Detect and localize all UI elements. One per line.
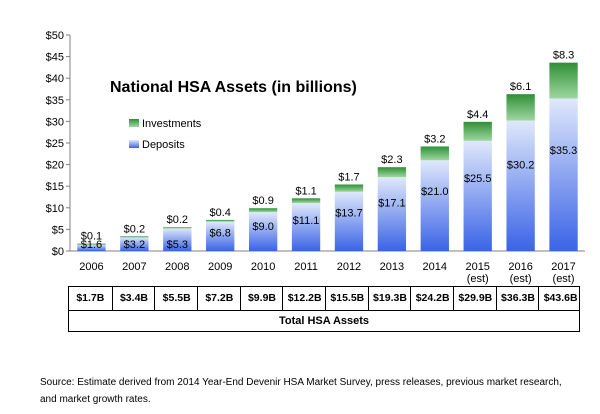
x-tick-label: 2017 (551, 261, 575, 273)
y-tick-label: $0 (52, 246, 64, 258)
data-label-deposits: $25.5 (464, 173, 492, 185)
y-tick-label: $15 (46, 181, 64, 193)
data-label-deposits: $13.7 (335, 207, 363, 219)
bar-deposits (463, 140, 492, 251)
bar-investments (463, 121, 492, 141)
legend-label-investments: Investments (142, 118, 202, 130)
data-label-investments: $4.4 (467, 109, 488, 121)
bar-investments (120, 236, 149, 238)
y-tick-label: $35 (46, 95, 64, 107)
bar-deposits (377, 177, 407, 251)
bar-investments (506, 94, 535, 121)
data-label-investments: $0.2 (124, 223, 145, 235)
source-note: Source: Estimate derived from 2014 Year-… (40, 377, 562, 405)
totals-label: Total HSA Assets (278, 315, 370, 327)
data-label-investments: $8.3 (553, 50, 574, 62)
x-tick-label: 2009 (208, 261, 232, 273)
totals-row: $1.7B $3.4B $5.5B $7.2B $9.9B $12.2B $15.5B $19… (69, 287, 579, 311)
totals-cell: $1.7B (76, 292, 105, 304)
y-tick-label: $45 (46, 52, 64, 64)
totals-cell: $24.2B (410, 287, 454, 310)
y-tick-label: $25 (46, 138, 64, 150)
data-label-investments: $2.3 (381, 154, 402, 166)
data-label-investments: $0.4 (209, 207, 230, 219)
bar-deposits (549, 98, 578, 251)
y-tick-label: $5 (52, 224, 64, 236)
totals-cell: $5.5B (154, 287, 198, 310)
totals-cell: $36.3B (495, 287, 540, 310)
data-label-investments: $1.1 (295, 185, 316, 197)
totals-cell: $19.3B (367, 287, 412, 310)
x-tick-label: 2010 (251, 261, 275, 273)
bar-deposits (163, 228, 192, 251)
data-label-deposits: $5.3 (167, 239, 188, 251)
totals-cell: $7.2B (197, 287, 241, 310)
bar-deposits (334, 191, 364, 251)
x-tick-label: 2011 (294, 261, 318, 273)
totals-cell: $29.9B (453, 287, 497, 310)
y-tick-label: $10 (46, 203, 64, 215)
bar-deposits (506, 120, 535, 251)
bar-deposits (120, 237, 149, 251)
y-tick-label: $40 (46, 73, 64, 85)
bar-investments (334, 184, 364, 192)
legend-swatch-investments (129, 119, 139, 127)
data-label-investments: $1.7 (338, 171, 359, 183)
bar-deposits (77, 244, 106, 251)
bar-deposits (291, 203, 321, 251)
totals-cell: $12.2B (282, 287, 326, 310)
data-label-deposits: $6.8 (209, 227, 230, 239)
bar-deposits (206, 221, 235, 251)
data-label-deposits: $30.2 (507, 160, 535, 172)
y-tick-label: $20 (46, 160, 64, 172)
x-tick-label: 2014 (423, 261, 447, 273)
data-label-investments: $3.2 (424, 133, 445, 145)
data-label-deposits: $9.0 (252, 221, 273, 233)
chart-title: National HSA Assets (in billions) (110, 79, 357, 96)
bar-deposits (420, 160, 449, 251)
chart: $0 $5 $10 $15 $20 $25 $30 $35 $40 $45 $50 2006 2007 2… (46, 30, 585, 285)
bar-deposits (248, 212, 278, 251)
legend-swatch-deposits (129, 140, 139, 148)
y-tick-label: $50 (46, 30, 64, 42)
x-tick-label: 2008 (165, 261, 189, 273)
y-tick-label: $30 (46, 116, 64, 128)
bar-investments (291, 198, 321, 204)
bar-investments (248, 208, 278, 213)
totals-cell: $15.5B (325, 287, 369, 310)
bar-investments (549, 62, 578, 99)
data-label-deposits: $21.0 (421, 186, 449, 198)
data-label-deposits: $17.1 (378, 198, 406, 210)
totals-table: $1.7B $3.4B $5.5B $7.2B $9.9B $12.2B $15.5B $19… (68, 286, 580, 332)
x-tick-label: 2013 (380, 261, 404, 273)
totals-cell: $9.9B (239, 287, 284, 310)
data-label-investments: $0.9 (252, 195, 273, 207)
bar-investments (377, 167, 407, 178)
totals-cell: $43.6B (538, 287, 582, 310)
x-tick-label: (est) (467, 273, 489, 285)
bar-investments (77, 243, 106, 245)
bar-investments (163, 227, 192, 229)
x-tick-label: (est) (553, 273, 575, 285)
x-tick-label: 2016 (508, 261, 532, 273)
legend-label-deposits: Deposits (142, 139, 185, 151)
x-tick-label: (est) (510, 273, 532, 285)
x-tick-label: 2006 (79, 261, 103, 273)
x-tick-label: 2007 (122, 261, 146, 273)
totals-cell: $3.4B (111, 287, 156, 310)
data-label-deposits: $1.6 (81, 239, 102, 251)
bar-investments (420, 146, 449, 161)
data-label-deposits: $3.2 (124, 239, 145, 251)
bar-investments (206, 219, 235, 222)
data-label-deposits: $35.3 (550, 145, 578, 157)
data-label-investments: $0.1 (81, 231, 102, 243)
x-tick-label: 2012 (337, 261, 361, 273)
data-label-investments: $6.1 (510, 81, 531, 93)
x-tick-label: 2015 (465, 261, 489, 273)
data-label-investments: $0.2 (167, 214, 188, 226)
data-label-deposits: $11.1 (293, 215, 320, 227)
